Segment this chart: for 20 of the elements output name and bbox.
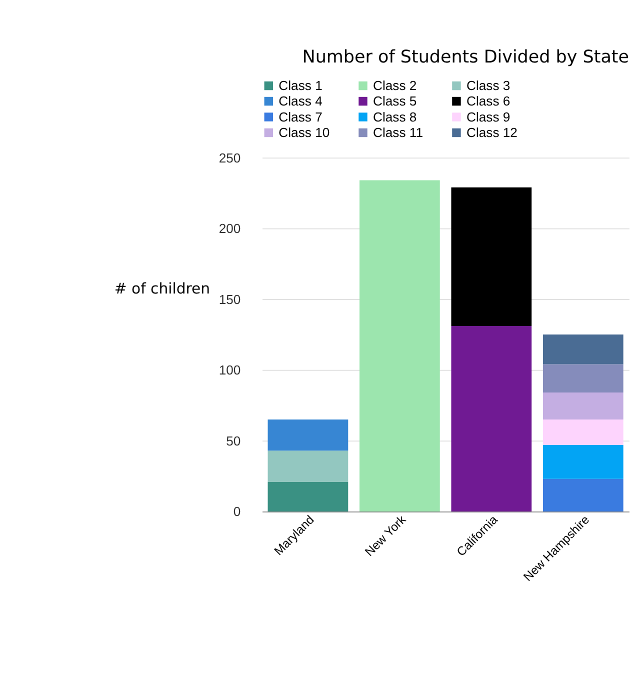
legend-label: Class 6 [466, 94, 510, 109]
legend-label: Class 3 [466, 78, 510, 94]
legend-label: Class 11 [373, 125, 424, 140]
legend-label: Class 4 [278, 94, 322, 109]
legend-label: Class 7 [278, 109, 322, 124]
legend-label: Class 1 [278, 78, 322, 94]
legend-label: Class 8 [373, 109, 417, 124]
legend-label: Class 12 [466, 125, 518, 140]
y-tick-label: 0 [233, 504, 241, 520]
y-tick-label: 50 [226, 433, 241, 448]
legend-label: Class 10 [278, 125, 330, 140]
y-axis-title: # of children [114, 279, 210, 298]
chart-title: Number of Students Divided by State [302, 47, 630, 68]
y-tick-label: 150 [218, 292, 241, 307]
y-tick-label: 250 [218, 150, 241, 166]
legend-label: Class 9 [466, 109, 510, 124]
legend-label: Class 2 [373, 78, 417, 94]
legend-label: Class 5 [373, 94, 417, 109]
y-tick-label: 200 [218, 221, 241, 236]
y-tick-label: 100 [218, 362, 241, 378]
